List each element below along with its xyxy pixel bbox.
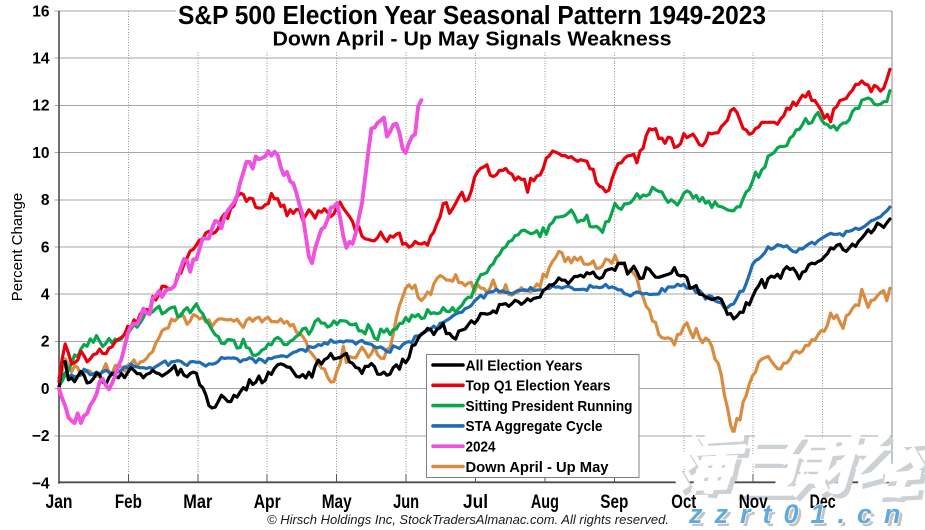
svg-text:Aug: Aug — [531, 492, 559, 513]
svg-text:Dec: Dec — [810, 492, 836, 513]
svg-text:Nov: Nov — [739, 492, 768, 513]
svg-text:Top Q1 Election Years: Top Q1 Election Years — [466, 378, 611, 395]
svg-text:Jan: Jan — [46, 492, 73, 513]
svg-text:Jun: Jun — [393, 492, 419, 513]
svg-text:All Election Years: All Election Years — [466, 357, 583, 374]
svg-text:16: 16 — [32, 3, 50, 20]
svg-text:Down April - Up May Signals We: Down April - Up May Signals Weakness — [273, 28, 672, 51]
svg-text:zzrt01.cn: zzrt01.cn — [688, 499, 913, 529]
svg-text:−2: −2 — [32, 428, 50, 445]
svg-text:© Hirsch Holdings Inc, StockTr: © Hirsch Holdings Inc, StockTradersAlman… — [267, 512, 669, 527]
svg-text:Apr: Apr — [254, 492, 281, 513]
svg-text:STA Aggregate Cycle: STA Aggregate Cycle — [466, 418, 603, 435]
svg-text:8: 8 — [41, 192, 50, 209]
svg-text:Percent Change: Percent Change — [9, 193, 26, 301]
svg-text:Jul: Jul — [463, 492, 488, 513]
svg-text:Sitting President Running: Sitting President Running — [466, 398, 633, 415]
svg-text:S&P 500 Election Year Seasonal: S&P 500 Election Year Seasonal Pattern 1… — [178, 2, 766, 30]
svg-text:Mar: Mar — [183, 492, 213, 513]
svg-text:Feb: Feb — [115, 492, 142, 513]
svg-text:Oct: Oct — [671, 492, 697, 513]
svg-text:−4: −4 — [32, 475, 50, 492]
svg-text:Down April - Up May: Down April - Up May — [466, 459, 610, 476]
svg-text:6: 6 — [41, 239, 50, 256]
svg-text:2: 2 — [41, 334, 50, 351]
svg-text:10: 10 — [32, 145, 49, 162]
svg-text:0: 0 — [41, 381, 50, 398]
svg-text:12: 12 — [32, 98, 49, 115]
svg-text:Sep: Sep — [600, 492, 628, 513]
svg-text:2024: 2024 — [466, 439, 497, 456]
svg-text:May: May — [322, 492, 352, 513]
svg-text:14: 14 — [32, 51, 50, 68]
svg-text:4: 4 — [41, 287, 50, 304]
svg-text:zzrt01.cn: zzrt01.cn — [691, 502, 916, 530]
